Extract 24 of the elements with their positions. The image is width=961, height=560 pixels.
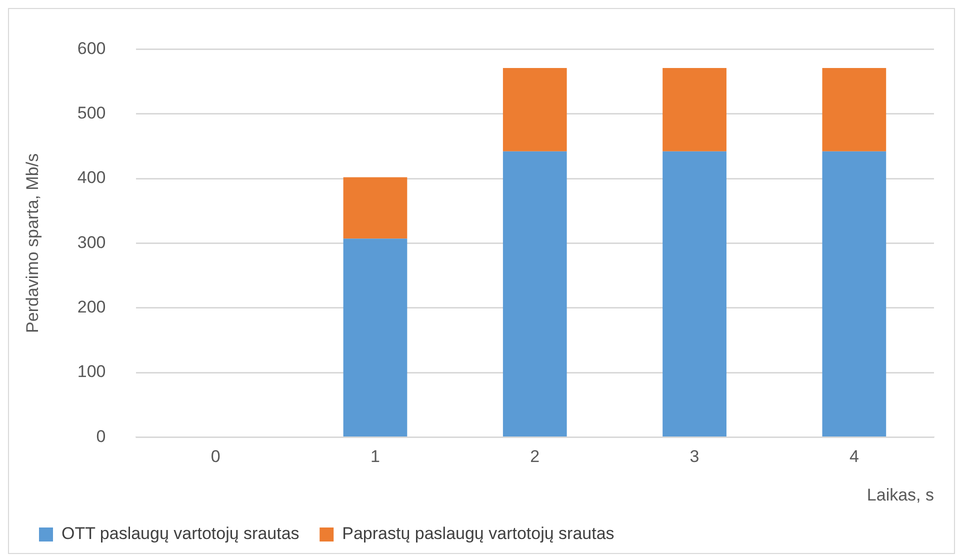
y-tick-label: 200 bbox=[77, 298, 106, 317]
y-tick-label: 400 bbox=[77, 168, 106, 188]
bar bbox=[662, 151, 726, 436]
bar bbox=[822, 151, 886, 436]
x-tick-label: 3 bbox=[690, 447, 700, 466]
y-tick-label: 300 bbox=[77, 232, 106, 252]
legend-label: Paprastų paslaugų vartotojų srautas bbox=[342, 524, 614, 544]
legend-label: OTT paslaugų vartotojų srautas bbox=[62, 524, 300, 544]
x-axis-title: Laikas, s bbox=[866, 485, 934, 504]
y-tick-label: 100 bbox=[77, 362, 106, 382]
bar bbox=[822, 68, 886, 152]
bar bbox=[502, 151, 567, 436]
bar bbox=[502, 68, 567, 152]
y-tick-label: 0 bbox=[96, 426, 106, 446]
x-tick-label: 2 bbox=[530, 447, 540, 466]
bar bbox=[343, 177, 408, 239]
bar bbox=[662, 68, 726, 152]
x-tick-label: 4 bbox=[849, 447, 859, 466]
x-tick-label: 1 bbox=[370, 447, 380, 466]
y-tick-label: 600 bbox=[77, 38, 106, 58]
bar bbox=[343, 238, 408, 436]
x-tick-label: 0 bbox=[210, 447, 220, 466]
y-tick-label: 500 bbox=[77, 104, 106, 123]
y-axis-title: Perdavimo sparta, Mb/s bbox=[22, 153, 42, 333]
